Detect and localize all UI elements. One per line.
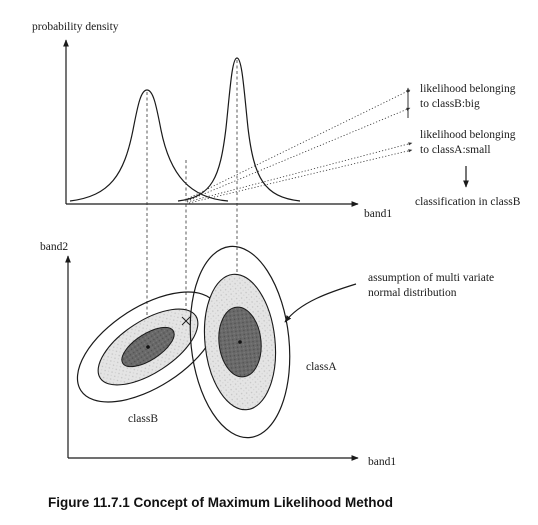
class-a-label: classA [306,361,337,373]
class-a-outer-ellipse [189,245,291,439]
likelihood-b-line2: to classB:big [420,98,480,110]
class-b-ellipses [76,291,220,403]
bottom-x-axis-label: band1 [368,456,396,468]
assumption-pointer-arrow [284,283,357,323]
bottom-plot: band2 band1 classA classB assumption of … [40,241,494,468]
assumption-line1: assumption of multi variate [368,272,494,284]
top-y-axis-label: probability density [32,21,119,33]
pixel-x-marker [181,316,191,326]
figure-caption: Figure 11.7.1 Concept of Maximum Likelih… [48,495,393,510]
projection-lines [146,60,238,345]
likelihood-a-line2: to classA:small [420,144,491,156]
assumption-line2: normal distribution [368,287,457,299]
class-a-mean-point [238,340,242,344]
decision-label: classification in classB [415,196,521,208]
class-b-mean-point [146,345,150,349]
likelihood-a-projection [186,142,413,203]
class-a-ellipses [189,245,291,439]
likelihood-b-line1: likelihood belonging [420,83,516,95]
class-b-label: classB [128,413,158,425]
class-a-density-curve [177,57,301,202]
top-x-axis-label: band1 [364,208,392,220]
likelihood-a-line1: likelihood belonging [420,129,516,141]
likelihood-a-projection-2 [188,149,413,204]
likelihood-b-projection [184,89,411,201]
bottom-y-axis-label: band2 [40,241,68,253]
class-b-density-curve [69,89,229,202]
top-plot: probability density band1 likelihood bel… [32,21,521,220]
likelihood-b-projection-2 [186,107,411,202]
